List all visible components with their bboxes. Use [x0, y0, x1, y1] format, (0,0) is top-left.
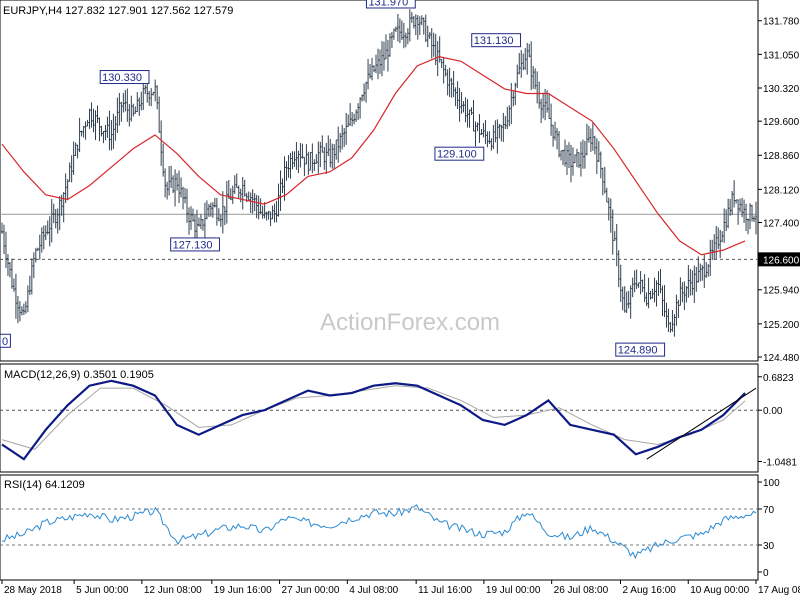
- macd-trendline: [646, 387, 757, 460]
- price-y-label: 128.860: [763, 151, 800, 162]
- price-annotation-box: [99, 70, 150, 85]
- price-y-label: 131.050: [763, 50, 800, 61]
- price-annotation-label: 130.330: [102, 72, 142, 84]
- price-annotation-label: 124.890: [618, 345, 658, 357]
- x-tick-label: 12 Jun 08:00: [144, 585, 202, 596]
- rsi-y-label: 100: [763, 478, 780, 489]
- rsi-line: [1, 504, 757, 560]
- reference-level-tag: [758, 252, 800, 267]
- macd-signal-line: [1, 385, 746, 450]
- price-annotation-box: [170, 237, 220, 252]
- price-title: EURJPY,H4 127.832 127.901 127.562 127.57…: [3, 5, 233, 17]
- axis-labels: 131.780 131.050 130.320 129.600 128.860 128.1…: [1, 17, 800, 596]
- price-annotation-label: 0: [2, 336, 8, 348]
- price-plot: 131.970 130.330 131.130 129.100 127.130 124.8…: [0, 0, 758, 357]
- macd-panel: [0, 363, 759, 473]
- price-annotation-label: 131.130: [474, 35, 514, 47]
- macd-y-label: 0.00: [763, 406, 783, 417]
- rsi-panel: [0, 474, 759, 581]
- watermark: ActionForex.com: [320, 309, 500, 336]
- x-tick-label: 4 Jul 08:00: [349, 585, 398, 596]
- rsi-y-label: 30: [763, 541, 775, 552]
- price-panel: [0, 0, 759, 362]
- x-tick-label: 28 May 2018: [4, 585, 62, 596]
- macd-line: [1, 379, 746, 461]
- x-tick-label: 19 Jun 16:00: [214, 585, 272, 596]
- price-y-label: 125.940: [763, 286, 800, 297]
- x-tick-label: 27 Jun 00:00: [282, 585, 340, 596]
- price-y-label: 126.600: [763, 255, 800, 266]
- price-annotation-box: [615, 342, 666, 357]
- price-annotation-label: 131.970: [368, 0, 408, 8]
- x-tick-label: 2 Aug 16:00: [622, 585, 676, 596]
- macd-y-label: -1.0481: [763, 458, 797, 469]
- x-tick-label: 26 Jul 08:00: [554, 585, 609, 596]
- price-y-label: 124.480: [763, 353, 800, 364]
- price-y-label: 129.600: [763, 117, 800, 128]
- price-y-label: 125.200: [763, 320, 800, 331]
- rsi-plot: [0, 504, 758, 560]
- rsi-y-label: 0: [763, 568, 769, 579]
- price-annotation-box: [434, 146, 485, 161]
- price-annotation-label: 127.130: [173, 239, 213, 251]
- price-annotation-box: [471, 33, 522, 48]
- price-y-label: 128.120: [763, 185, 800, 196]
- price-annotation-box: [0, 333, 11, 348]
- x-tick-label: 19 Jul 00:00: [486, 585, 541, 596]
- x-tick-label: 10 Aug 00:00: [690, 585, 749, 596]
- rsi-y-label: 70: [763, 505, 775, 516]
- price-annotation-box: [365, 0, 416, 9]
- price-y-label: 130.320: [763, 84, 800, 95]
- x-tick-label: 5 Jun 00:00: [76, 585, 129, 596]
- macd-title: MACD(12,26,9) 0.3501 0.1905: [4, 369, 154, 381]
- macd-y-label: 0.6823: [763, 373, 794, 384]
- price-y-label: 127.400: [763, 218, 800, 229]
- x-tick-label: 17 Aug 08:00: [758, 585, 800, 596]
- price-annotation-label: 129.100: [437, 149, 477, 161]
- moving-average-line: [1, 56, 746, 256]
- macd-plot: [0, 379, 758, 461]
- rsi-title: RSI(14) 64.1209: [4, 479, 85, 491]
- price-y-label: 131.780: [763, 17, 800, 28]
- x-tick-label: 11 Jul 16:00: [418, 585, 472, 596]
